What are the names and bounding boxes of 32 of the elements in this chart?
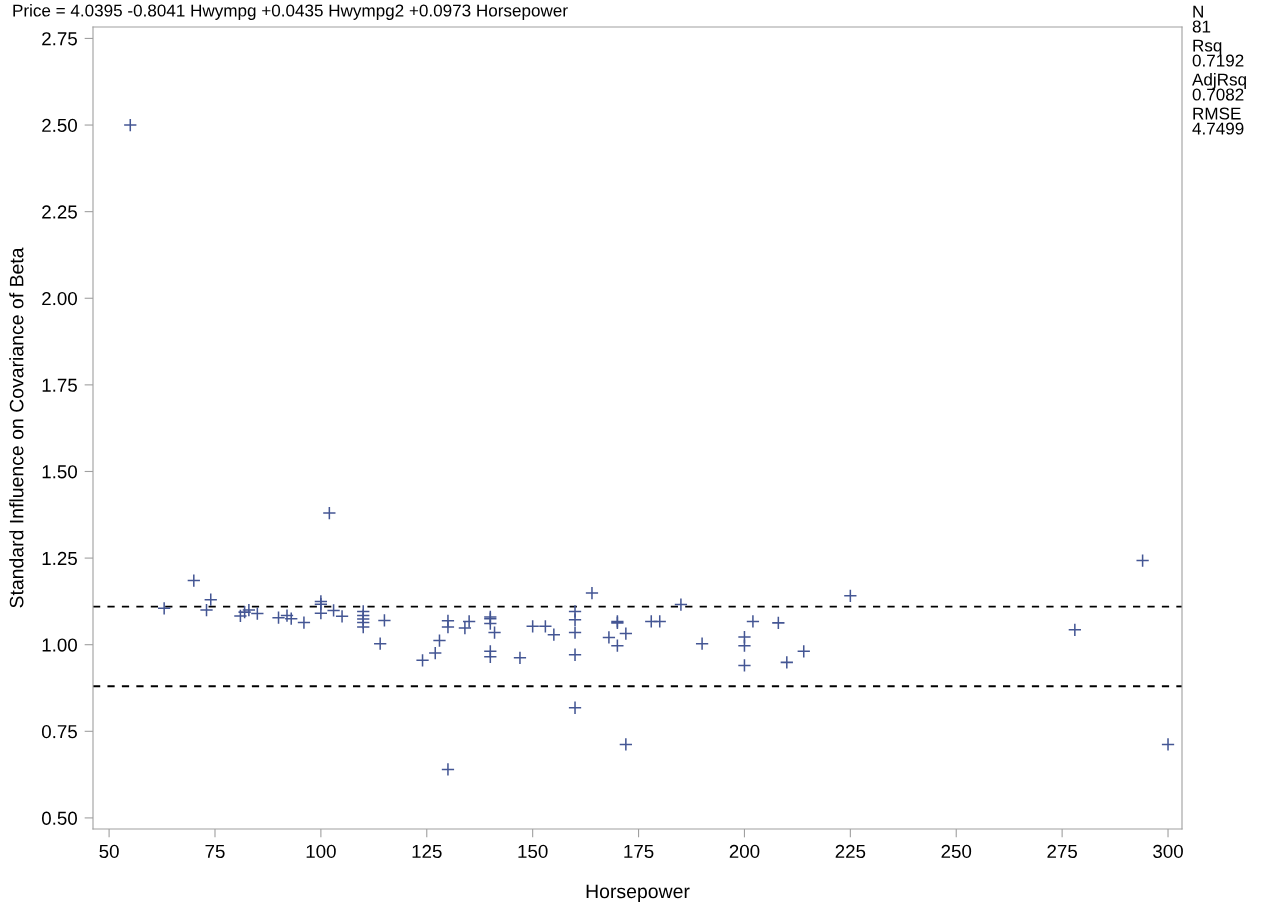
- chart-title: Price = 4.0395 -0.8041 Hwympg +0.0435 Hwympg2 +0.0973 Horsepower: [13, 4, 568, 20]
- x-tick-label: 225: [835, 844, 866, 859]
- text: 81: [1192, 20, 1211, 33]
- y-tick-label: 0.75: [41, 725, 77, 739]
- text: 4.7499: [1192, 122, 1244, 135]
- x-axis-title: Horsepower: [586, 884, 690, 903]
- x-tick-label: 275: [1047, 844, 1077, 859]
- y-tick-label: 1.50: [42, 465, 77, 479]
- x-tick-label: 300: [1153, 844, 1183, 859]
- x-tick-label: 250: [941, 844, 972, 859]
- text: N: [1193, 5, 1203, 18]
- x-tick-label: 125: [412, 844, 442, 859]
- x-tick-label: 175: [624, 844, 654, 859]
- y-tick-label: 1.75: [42, 378, 77, 392]
- text: RMSE: [1193, 107, 1241, 120]
- y-tick-label: 2.75: [42, 32, 77, 46]
- y-tick-label: 2.50: [42, 118, 77, 133]
- text: 0.7082: [1192, 88, 1244, 101]
- y-axis-title: Standard Influence on Covariance of Beta: [9, 247, 24, 608]
- y-tick-label: 1.00: [42, 638, 77, 652]
- y-tick-label: 2.00: [42, 291, 77, 306]
- text: 0.7192: [1192, 54, 1244, 67]
- y-tick-label: 2.25: [42, 205, 77, 219]
- x-tick-label: 100: [306, 844, 336, 859]
- text: AdjRsq: [1192, 73, 1246, 89]
- x-tick-label: 150: [518, 844, 548, 859]
- x-tick-label: 200: [729, 844, 760, 859]
- y-tick-label: 1.25: [42, 551, 77, 566]
- x-tick-label: 75: [205, 844, 225, 859]
- y-tick-label: 0.50: [41, 811, 77, 825]
- x-tick-label: 50: [99, 844, 119, 859]
- text: Rsq: [1193, 39, 1222, 55]
